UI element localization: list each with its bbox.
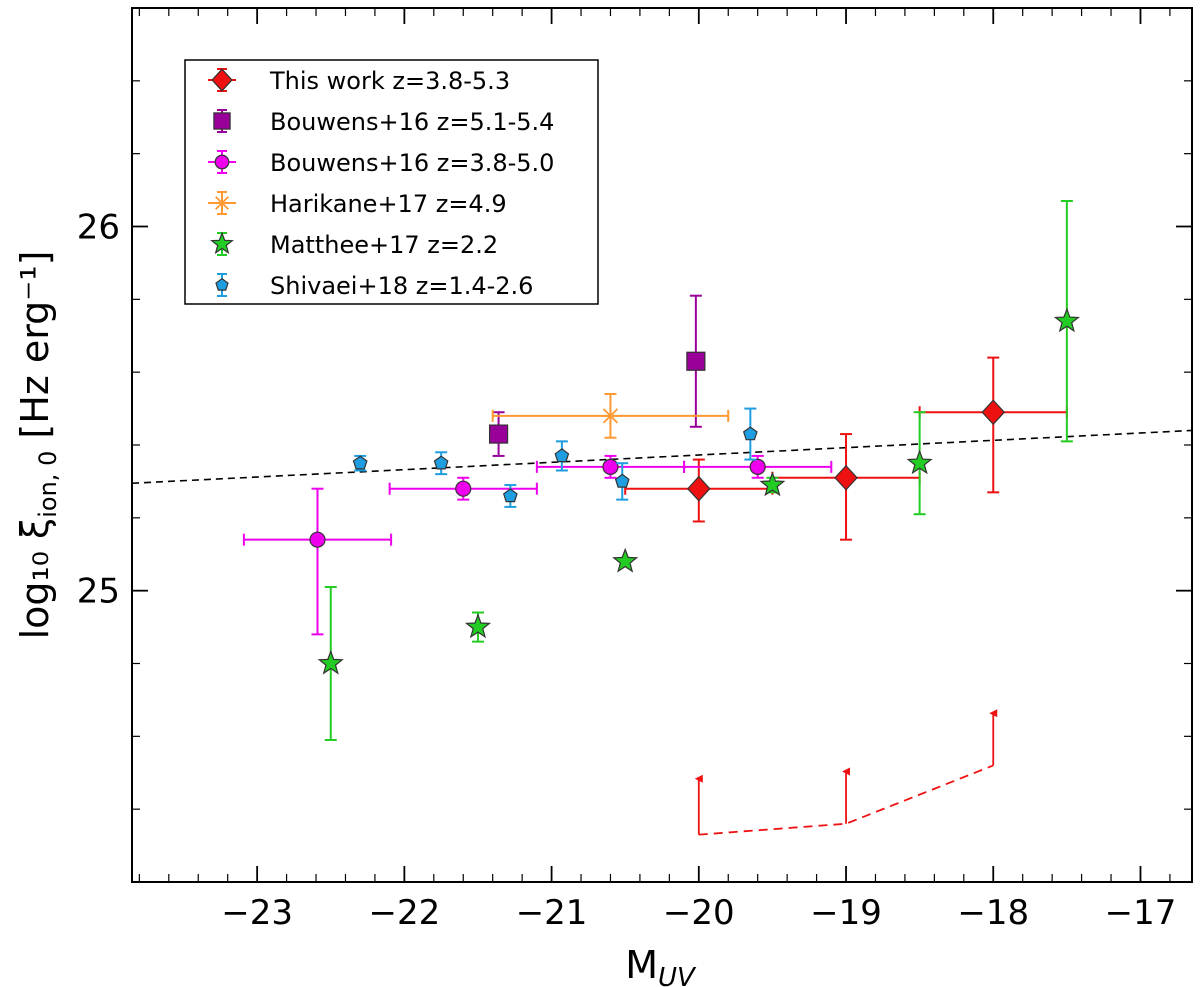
data-point-4-1 [464,613,492,639]
x-tick-label: −19 [810,893,882,933]
data-point-5-4 [614,473,630,488]
legend-label-1: Bouwens+16 z=5.1-5.4 [270,108,554,136]
axes: −23 −22 −21 −20 −19 −18 −17 25 26 MUV log₁₀ ξion, … [13,7,1193,987]
legend-marker-3 [213,194,231,212]
plot-layer [131,200,1193,836]
legend-marker-0 [211,68,233,92]
data-point-2-3 [749,458,766,475]
y-axis-label: log₁₀ ξion, 0 [Hz erg⁻¹] [13,251,62,640]
data-point-0-2 [981,399,1006,426]
legend-label-5: Shivaei+18 z=1.4-2.6 [270,272,533,300]
x-tick-label: −22 [368,893,440,933]
legend: This work z=3.8-5.3 Bouwens+16 z=5.1-5.4 B… [184,59,599,305]
legend-marker-2 [214,154,230,170]
lower-limit-line [698,764,994,836]
series-5 [352,407,758,508]
x-tick-label: −17 [1105,893,1177,933]
data-point-2-2 [602,458,619,475]
legend-label-0: This work z=3.8-5.3 [269,67,510,95]
data-point-3-0 [600,405,621,426]
x-tick-label: −23 [221,893,293,933]
data-point-5-0 [352,455,368,470]
legend-box [184,59,599,305]
x-tick-label: −21 [516,893,588,933]
data-point-0-1 [834,464,858,491]
lower-limits [694,709,998,836]
error-bar [242,487,393,636]
x-tick-label: −18 [957,893,1029,933]
trend-line [131,429,1193,485]
series-2 [242,454,833,636]
x-tick-label: −20 [663,893,735,933]
data-point-4-3 [759,471,786,497]
legend-marker-4 [210,231,234,255]
data-point-0-0 [686,475,711,502]
series-0 [624,356,1068,541]
data-point-4-0 [317,649,344,675]
data-point-5-3 [554,448,570,463]
legend-label-4: Matthee+17 z=2.2 [270,231,498,259]
legend-marker-5 [215,277,229,291]
series-3 [491,393,730,439]
data-point-5-1 [433,455,449,470]
y-tick-label: 25 [77,572,120,612]
data-point-4-2 [612,547,639,573]
data-point-4-5 [1053,307,1080,333]
legend-marker-1 [213,112,231,130]
data-point-5-2 [502,488,518,503]
series-4 [317,200,1080,741]
y-tick-label: 26 [77,208,120,248]
legend-label-2: Bouwens+16 z=3.8-5.0 [270,149,554,177]
data-point-1-0 [488,424,509,444]
series-1 [488,294,706,457]
data-point-2-0 [309,531,326,548]
legend-label-3: Harikane+17 z=4.9 [270,190,507,218]
data-point-1-1 [686,351,706,371]
data-point-5-5 [742,426,758,441]
data-point-2-1 [455,480,472,497]
data-point-4-4 [906,449,933,475]
x-axis-label: MUV [625,943,697,987]
